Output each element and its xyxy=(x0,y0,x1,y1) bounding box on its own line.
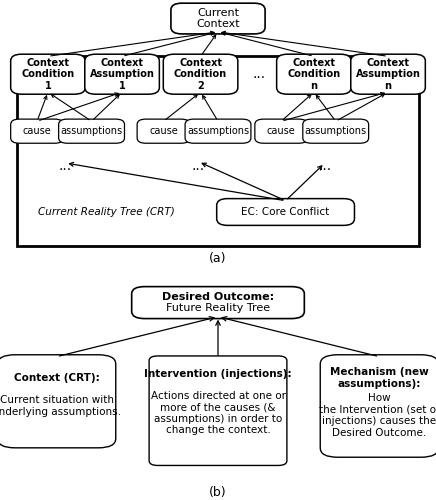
Text: cause: cause xyxy=(149,126,178,136)
Text: (b): (b) xyxy=(209,486,227,500)
Text: Context
Condition
2: Context Condition 2 xyxy=(174,58,227,91)
Text: Context
Assumption
1: Context Assumption 1 xyxy=(90,58,154,91)
Text: assumptions: assumptions xyxy=(61,126,123,136)
Text: Actions directed at one or
more of the causes (&
assumptions) in order to
change: Actions directed at one or more of the c… xyxy=(150,390,286,436)
Text: EC: Core Conflict: EC: Core Conflict xyxy=(242,207,330,217)
FancyBboxPatch shape xyxy=(132,286,304,318)
FancyBboxPatch shape xyxy=(149,356,287,466)
FancyBboxPatch shape xyxy=(351,54,426,94)
Text: ...: ... xyxy=(59,158,72,172)
Text: Context
Condition
1: Context Condition 1 xyxy=(21,58,75,91)
Text: Current
Context: Current Context xyxy=(196,8,240,30)
FancyBboxPatch shape xyxy=(185,119,251,143)
FancyBboxPatch shape xyxy=(320,355,436,457)
Text: Context
Assumption
n: Context Assumption n xyxy=(356,58,420,91)
Text: Intervention (injections):: Intervention (injections): xyxy=(144,370,292,380)
FancyBboxPatch shape xyxy=(11,119,64,143)
Text: Context (CRT):: Context (CRT): xyxy=(14,373,99,383)
FancyBboxPatch shape xyxy=(10,54,85,94)
FancyBboxPatch shape xyxy=(137,119,190,143)
FancyBboxPatch shape xyxy=(0,355,116,448)
Text: Future Reality Tree: Future Reality Tree xyxy=(166,304,270,314)
FancyBboxPatch shape xyxy=(303,119,368,143)
FancyBboxPatch shape xyxy=(85,54,159,94)
FancyBboxPatch shape xyxy=(217,198,354,226)
Text: cause: cause xyxy=(267,126,296,136)
Text: Desired Outcome:: Desired Outcome: xyxy=(162,292,274,302)
Text: Mechanism (new
assumptions):: Mechanism (new assumptions): xyxy=(330,367,429,388)
Text: assumptions: assumptions xyxy=(305,126,367,136)
Text: Current Reality Tree (CRT): Current Reality Tree (CRT) xyxy=(38,207,175,217)
Text: (a): (a) xyxy=(209,252,227,265)
Text: Context
Condition
n: Context Condition n xyxy=(287,58,341,91)
FancyBboxPatch shape xyxy=(255,119,308,143)
Text: ...: ... xyxy=(318,158,331,172)
Text: ...: ... xyxy=(253,67,266,81)
FancyBboxPatch shape xyxy=(163,54,238,94)
Text: assumptions: assumptions xyxy=(187,126,249,136)
FancyBboxPatch shape xyxy=(171,3,265,34)
FancyBboxPatch shape xyxy=(58,119,125,143)
Text: ...: ... xyxy=(192,158,205,172)
Text: How
the Intervention (set of
injections) causes the
Desired Outcome.: How the Intervention (set of injections)… xyxy=(319,393,436,438)
Bar xyxy=(17,56,419,246)
FancyBboxPatch shape xyxy=(276,54,351,94)
Text: Current situation with
underlying assumptions.: Current situation with underlying assump… xyxy=(0,395,121,417)
Text: cause: cause xyxy=(23,126,51,136)
